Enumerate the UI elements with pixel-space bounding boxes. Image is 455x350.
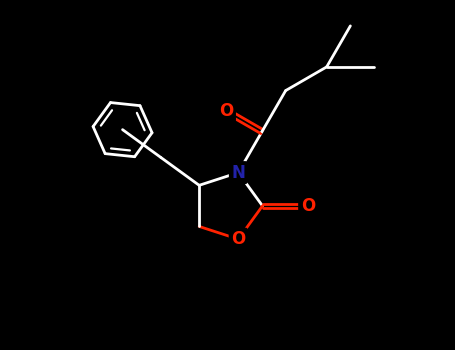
Text: N: N	[232, 163, 245, 182]
Text: O: O	[231, 230, 245, 248]
Text: O: O	[219, 102, 233, 120]
Text: O: O	[301, 197, 315, 215]
